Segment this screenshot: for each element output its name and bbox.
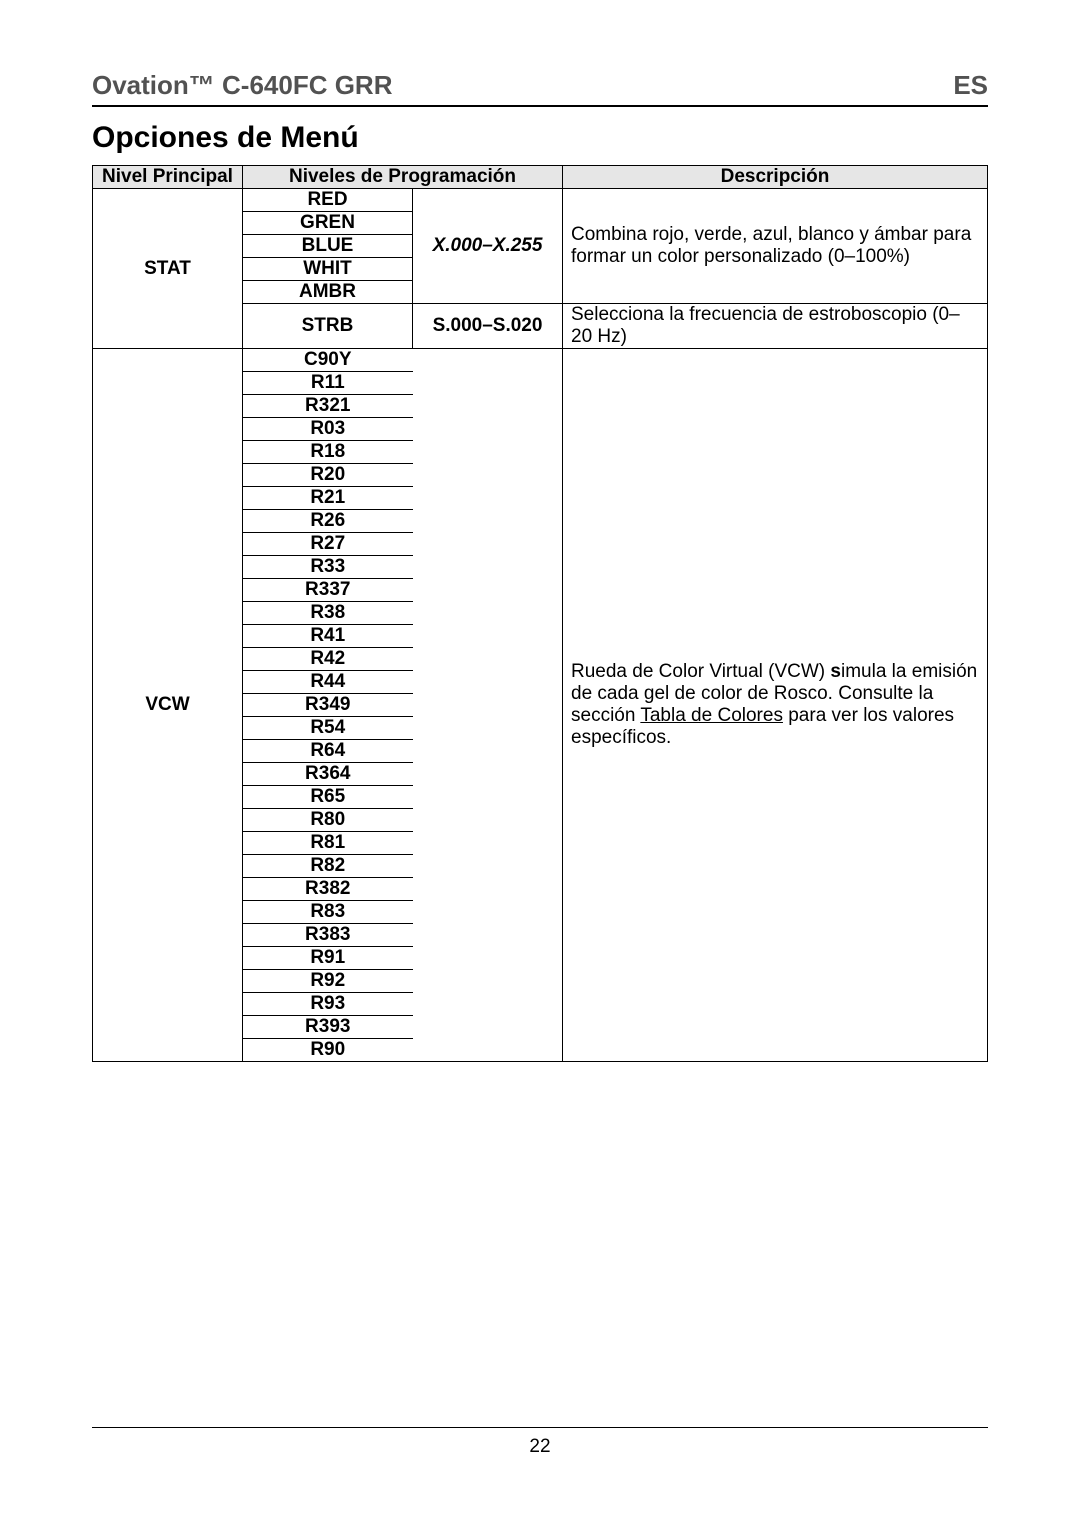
vcw-code: R364 bbox=[243, 763, 413, 786]
vcw-code: R33 bbox=[243, 556, 413, 579]
table-header-row: Nivel Principal Niveles de Programación … bbox=[93, 166, 988, 189]
vcw-code: R26 bbox=[243, 510, 413, 533]
vcw-code: R92 bbox=[243, 970, 413, 993]
document-header: Ovation™ C-640FC GRR ES bbox=[92, 70, 988, 107]
vcw-code: R321 bbox=[243, 395, 413, 418]
vcw-code: R64 bbox=[243, 740, 413, 763]
prog-color: GREN bbox=[243, 212, 413, 235]
vcw-code: R382 bbox=[243, 878, 413, 901]
vcw-code: R44 bbox=[243, 671, 413, 694]
vcw-code: R337 bbox=[243, 579, 413, 602]
col-header-main: Nivel Principal bbox=[93, 166, 243, 189]
main-level-stat: STAT bbox=[93, 189, 243, 349]
prog-strb: STRB bbox=[243, 304, 413, 349]
desc-colors: Combina rojo, verde, azul, blanco y ámba… bbox=[563, 189, 988, 304]
vcw-code: R93 bbox=[243, 993, 413, 1016]
menu-table: Nivel Principal Niveles de Programación … bbox=[92, 165, 988, 1062]
desc-strb: Selecciona la frecuencia de estroboscopi… bbox=[563, 304, 988, 349]
vcw-code: R65 bbox=[243, 786, 413, 809]
page-number: 22 bbox=[0, 1436, 1080, 1458]
vcw-code: R383 bbox=[243, 924, 413, 947]
desc-vcw-part1: Rueda de Color Virtual (VCW) bbox=[571, 661, 830, 682]
vcw-code: R18 bbox=[243, 441, 413, 464]
section-title: Opciones de Menú bbox=[92, 121, 988, 155]
vcw-code: R393 bbox=[243, 1016, 413, 1039]
prog-strb-range: S.000–S.020 bbox=[413, 304, 563, 349]
desc-vcw: Rueda de Color Virtual (VCW) simula la e… bbox=[563, 349, 988, 1062]
vcw-code: R03 bbox=[243, 418, 413, 441]
vcw-code: R90 bbox=[243, 1039, 413, 1062]
product-title: Ovation™ C-640FC GRR bbox=[92, 70, 393, 101]
vcw-empty bbox=[413, 349, 563, 1062]
vcw-code: R81 bbox=[243, 832, 413, 855]
prog-color: WHIT bbox=[243, 258, 413, 281]
vcw-code: R27 bbox=[243, 533, 413, 556]
prog-color-range: X.000–X.255 bbox=[413, 189, 563, 304]
vcw-code: R41 bbox=[243, 625, 413, 648]
vcw-code: R42 bbox=[243, 648, 413, 671]
main-level-vcw: VCW bbox=[93, 349, 243, 1062]
vcw-code: R20 bbox=[243, 464, 413, 487]
vcw-code: R21 bbox=[243, 487, 413, 510]
vcw-code: R54 bbox=[243, 717, 413, 740]
vcw-code: R91 bbox=[243, 947, 413, 970]
footer-rule bbox=[92, 1427, 988, 1428]
col-header-prog: Niveles de Programación bbox=[243, 166, 563, 189]
desc-vcw-link[interactable]: Tabla de Colores bbox=[640, 705, 783, 726]
vcw-code: R349 bbox=[243, 694, 413, 717]
vcw-code: C90Y bbox=[243, 349, 413, 372]
vcw-code: R82 bbox=[243, 855, 413, 878]
prog-color: RED bbox=[243, 189, 413, 212]
language-code: ES bbox=[953, 70, 988, 101]
vcw-code: R38 bbox=[243, 602, 413, 625]
vcw-code: R11 bbox=[243, 372, 413, 395]
vcw-code: R80 bbox=[243, 809, 413, 832]
prog-color: BLUE bbox=[243, 235, 413, 258]
prog-color: AMBR bbox=[243, 281, 413, 304]
col-header-desc: Descripción bbox=[563, 166, 988, 189]
desc-vcw-sim-bold: s bbox=[830, 661, 841, 682]
vcw-code: R83 bbox=[243, 901, 413, 924]
